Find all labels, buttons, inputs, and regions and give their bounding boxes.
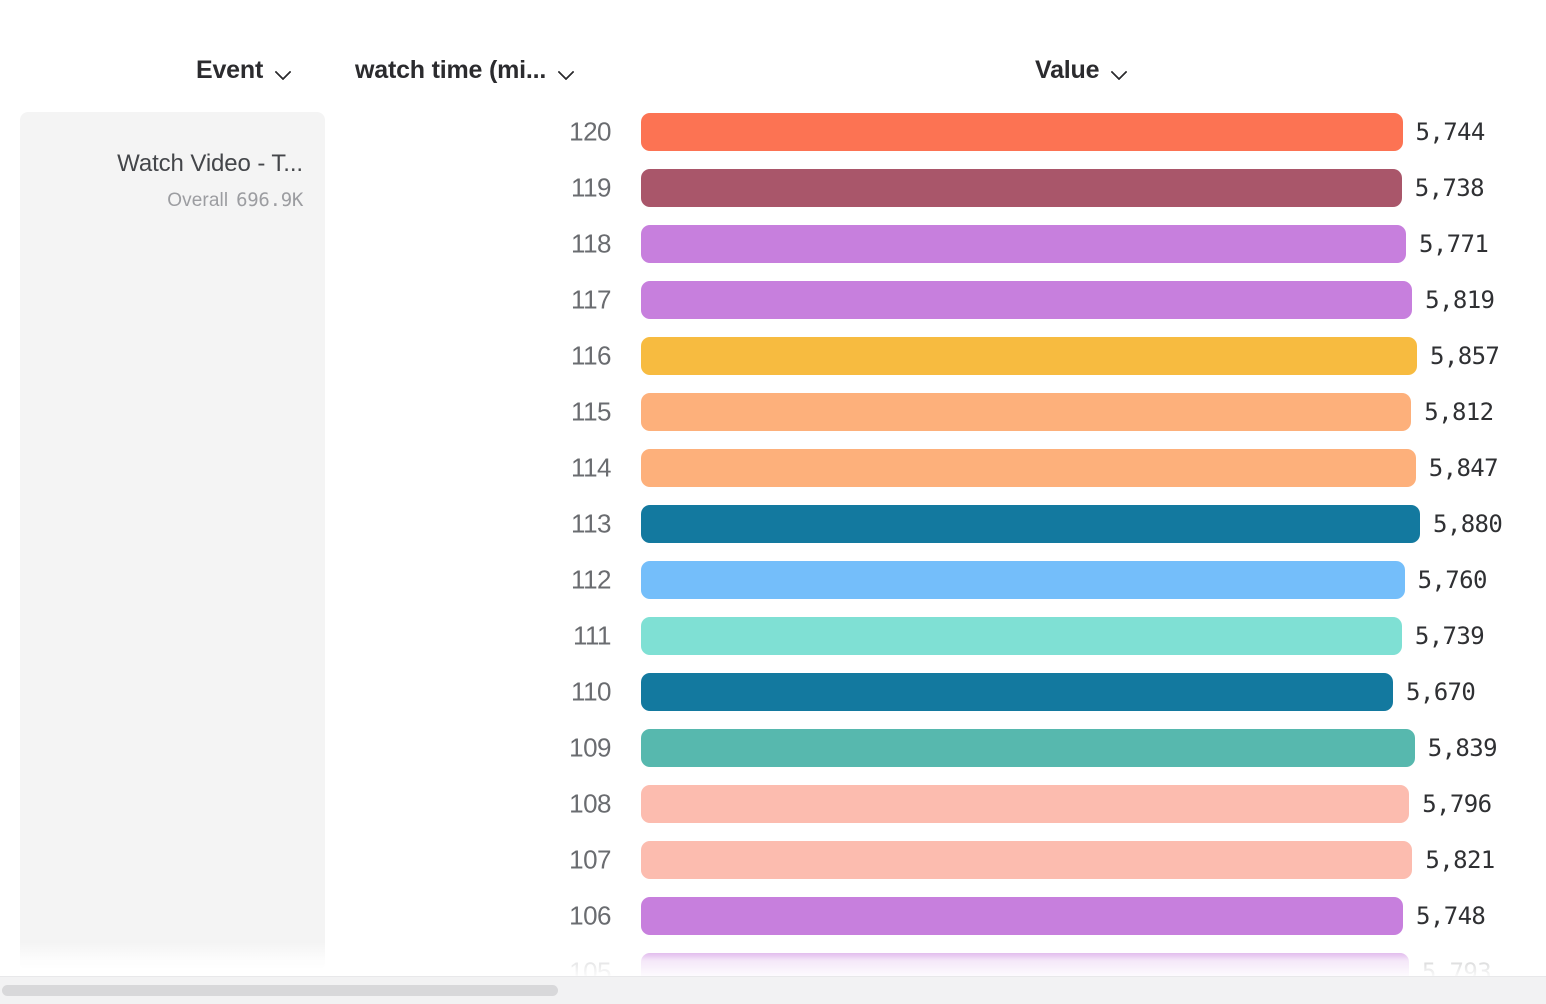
bar-value-label: 5,771 bbox=[1418, 230, 1489, 258]
bar-chart-rows: 120 5,744 119 5,738 118 5,771 117 5,819 116 5,857… bbox=[0, 104, 1546, 991]
bar-track bbox=[641, 673, 1393, 711]
column-header-metric[interactable]: watch time (mi... bbox=[355, 58, 575, 83]
bar-track bbox=[641, 169, 1402, 207]
bar[interactable] bbox=[641, 617, 1402, 655]
bar[interactable] bbox=[641, 337, 1418, 375]
event-panel-title: Watch Video - T... bbox=[117, 150, 303, 177]
bar-track bbox=[641, 393, 1412, 431]
bar-row-category-label: 116 bbox=[571, 340, 611, 371]
chevron-down-icon[interactable] bbox=[1112, 66, 1128, 76]
event-panel-overall-value: 696.9K bbox=[236, 189, 303, 211]
bar[interactable] bbox=[641, 449, 1416, 487]
bar-value-label: 5,857 bbox=[1430, 342, 1500, 370]
event-panel-subtitle: Overall 696.9K bbox=[34, 189, 303, 212]
bar-track bbox=[641, 561, 1405, 599]
bar-value-label: 5,739 bbox=[1414, 622, 1485, 650]
bar[interactable] bbox=[641, 673, 1393, 711]
bar-row-category-label: 119 bbox=[571, 172, 611, 203]
bar-row[interactable]: 120 5,744 bbox=[0, 104, 1546, 160]
bar-track bbox=[641, 617, 1402, 655]
bar-value-label: 5,760 bbox=[1417, 566, 1488, 594]
bar-row[interactable]: 113 5,880 bbox=[0, 496, 1546, 552]
bar-row[interactable]: 114 5,847 bbox=[0, 440, 1546, 496]
bar[interactable] bbox=[641, 729, 1415, 767]
bar-row-category-label: 118 bbox=[571, 228, 611, 259]
bar-track bbox=[641, 281, 1413, 319]
chevron-down-icon[interactable] bbox=[559, 66, 575, 76]
bar-row-category-label: 107 bbox=[569, 844, 611, 875]
bar-value-label: 5,738 bbox=[1414, 174, 1485, 202]
bar-row[interactable]: 112 5,760 bbox=[0, 552, 1546, 608]
bar-row-category-label: 115 bbox=[571, 396, 611, 427]
bar-row[interactable]: 119 5,738 bbox=[0, 160, 1546, 216]
bar-track bbox=[641, 225, 1406, 263]
chevron-down-icon[interactable] bbox=[276, 66, 292, 76]
horizontal-scrollbar[interactable] bbox=[0, 976, 1546, 1004]
bar-row[interactable]: 107 5,821 bbox=[0, 832, 1546, 888]
bar-row[interactable]: 115 5,812 bbox=[0, 384, 1546, 440]
bar[interactable] bbox=[641, 505, 1420, 543]
bar-row-category-label: 109 bbox=[569, 732, 611, 763]
bar-row-category-label: 112 bbox=[571, 564, 611, 595]
bar-row-category-label: 117 bbox=[571, 284, 611, 315]
bar-value-label: 5,744 bbox=[1415, 118, 1486, 146]
scrollbar-thumb[interactable] bbox=[2, 985, 558, 996]
bar-row-category-label: 113 bbox=[571, 508, 611, 539]
bar-track bbox=[641, 113, 1403, 151]
bar-track bbox=[641, 505, 1420, 543]
bar-track bbox=[641, 897, 1404, 935]
bar-row-category-label: 120 bbox=[569, 116, 611, 147]
event-panel[interactable]: Watch Video - T... Overall 696.9K bbox=[20, 112, 325, 968]
bar-track bbox=[641, 729, 1415, 767]
bar-track bbox=[641, 337, 1418, 375]
bar-value-label: 5,819 bbox=[1425, 286, 1495, 314]
bar-value-label: 5,839 bbox=[1427, 734, 1498, 762]
bar-row[interactable]: 117 5,819 bbox=[0, 272, 1546, 328]
column-header-metric-label: watch time (mi... bbox=[355, 56, 547, 84]
bar-row[interactable]: 108 5,796 bbox=[0, 776, 1546, 832]
bar[interactable] bbox=[641, 281, 1413, 319]
bar[interactable] bbox=[641, 561, 1405, 599]
bar[interactable] bbox=[641, 393, 1412, 431]
bar-row-category-label: 111 bbox=[572, 620, 612, 651]
bar-value-label: 5,812 bbox=[1424, 398, 1494, 426]
column-header-value-label: Value bbox=[1035, 56, 1100, 84]
column-header-event-label: Event bbox=[196, 56, 264, 84]
bar-row[interactable]: 110 5,670 bbox=[0, 664, 1546, 720]
bar[interactable] bbox=[641, 169, 1402, 207]
bar-row[interactable]: 109 5,839 bbox=[0, 720, 1546, 776]
column-header-row: Event watch time (mi... Value bbox=[0, 0, 1546, 108]
bar-row[interactable]: 116 5,857 bbox=[0, 328, 1546, 384]
bar[interactable] bbox=[641, 113, 1403, 151]
bar[interactable] bbox=[641, 225, 1406, 263]
bar-track bbox=[641, 841, 1413, 879]
bar-row[interactable]: 118 5,771 bbox=[0, 216, 1546, 272]
column-header-event[interactable]: Event bbox=[196, 58, 292, 83]
bar-row-category-label: 106 bbox=[569, 900, 611, 931]
bar-value-label: 5,796 bbox=[1422, 790, 1492, 818]
bar-value-label: 5,847 bbox=[1428, 454, 1499, 482]
bar-row[interactable]: 106 5,748 bbox=[0, 888, 1546, 944]
bar-row-category-label: 108 bbox=[569, 788, 611, 819]
bar[interactable] bbox=[641, 841, 1413, 879]
bar-track bbox=[641, 785, 1410, 823]
bar-row-category-label: 114 bbox=[571, 452, 611, 483]
bar-row-category-label: 110 bbox=[571, 676, 611, 707]
bar-value-label: 5,748 bbox=[1416, 902, 1486, 930]
bar-value-label: 5,880 bbox=[1433, 510, 1503, 538]
bar-track bbox=[641, 449, 1416, 487]
event-panel-overall-label: Overall bbox=[167, 190, 229, 211]
bar-value-label: 5,670 bbox=[1406, 678, 1476, 706]
bar[interactable] bbox=[641, 897, 1404, 935]
bar-row[interactable]: 111 5,739 bbox=[0, 608, 1546, 664]
column-header-value[interactable]: Value bbox=[1035, 58, 1128, 83]
bar[interactable] bbox=[641, 785, 1410, 823]
bar-value-label: 5,821 bbox=[1425, 846, 1495, 874]
